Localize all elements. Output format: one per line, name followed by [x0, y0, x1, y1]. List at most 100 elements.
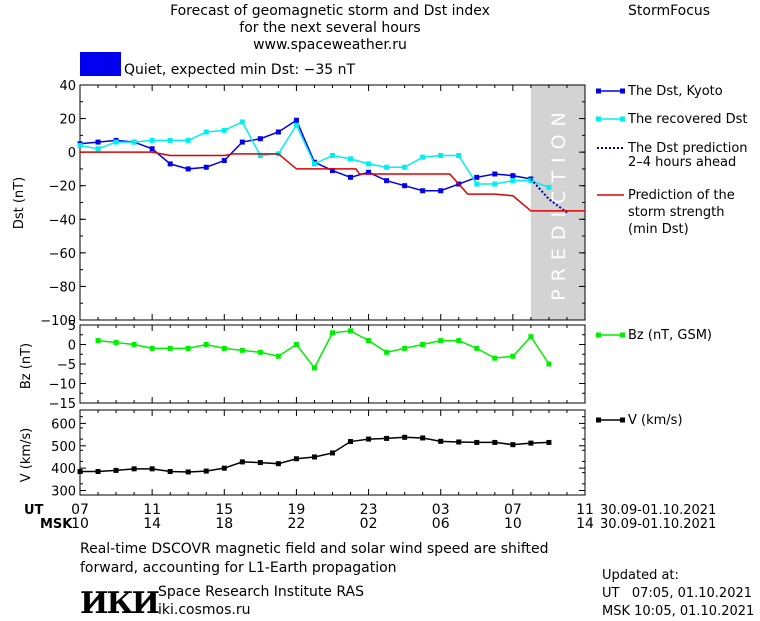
y-tick-label: 0 [68, 339, 76, 354]
data-point-v-km-s [510, 442, 516, 448]
footer-note-line2: forward, accounting for L1-Earth propaga… [80, 560, 397, 576]
legend-v-marker [620, 417, 625, 423]
data-point-the-recovered-dst [528, 178, 534, 184]
y-tick-label: −20 [49, 180, 76, 195]
msk-tick-label: 14 [576, 516, 594, 532]
chart-header: Forecast of geomagnetic storm and Dst in… [120, 3, 540, 54]
legend-v: V (km/s) [628, 413, 683, 428]
data-point-the-recovered-dst [384, 164, 390, 170]
legend-v-marker [596, 417, 601, 423]
series-line-prediction-of-the-storm-strength-min-dst [80, 151, 585, 212]
data-point-the-recovered-dst [257, 153, 263, 158]
data-point-the-dst-kyoto [239, 139, 245, 145]
y-tick-label: −10 [49, 378, 76, 393]
y-tick-label: 5 [68, 319, 76, 334]
data-point-v-km-s [420, 435, 426, 441]
ut-tick-label: 11 [143, 502, 161, 518]
series-line-the-dst-prediction-2-4-hours-ahead [530, 178, 568, 214]
ut-tick-label: 15 [215, 502, 233, 518]
bz-axis-label: Bz (nT) [19, 343, 34, 389]
date-range-msk: 30.09-01.10.2021 [600, 517, 716, 532]
v-axis-label: V (km/s) [19, 428, 34, 483]
data-point-the-dst-kyoto [492, 171, 498, 177]
data-point-v-km-s [293, 456, 299, 462]
data-point-the-recovered-dst [149, 137, 155, 143]
data-point-bz-nt-gsm [203, 342, 209, 347]
legend-strength-line1: Prediction of the [628, 188, 735, 203]
data-point-bz-nt-gsm [257, 349, 263, 355]
ut-tick-label: 19 [288, 502, 306, 518]
data-point-bz-nt-gsm [311, 365, 317, 371]
data-point-v-km-s [131, 466, 137, 472]
data-point-the-dst-kyoto [384, 178, 390, 184]
data-point-bz-nt-gsm [456, 338, 462, 344]
data-point-the-recovered-dst [131, 139, 137, 145]
data-point-the-dst-kyoto [257, 136, 263, 142]
legend-bz-marker [596, 332, 601, 338]
data-point-v-km-s [113, 467, 119, 473]
y-tick-label: 0 [68, 146, 76, 161]
data-point-the-dst-kyoto [510, 173, 516, 179]
data-point-the-dst-kyoto [167, 161, 173, 167]
legend-prediction-line2: 2–4 hours ahead [628, 155, 736, 170]
data-point-bz-nt-gsm [131, 342, 137, 347]
y-tick-label: 300 [51, 485, 76, 500]
data-point-v-km-s [311, 454, 317, 460]
data-point-v-km-s [239, 459, 245, 465]
source-url: www.spaceweather.ru [253, 37, 407, 53]
dst-panel-frame [79, 84, 586, 321]
iki-logo: ИКИ [80, 586, 160, 621]
data-point-bz-nt-gsm [167, 345, 173, 351]
data-point-v-km-s [402, 434, 408, 440]
data-point-the-dst-kyoto [95, 139, 101, 145]
data-point-the-dst-kyoto [420, 188, 426, 194]
data-point-the-recovered-dst [311, 161, 317, 167]
data-point-v-km-s [149, 466, 155, 472]
footer-note: Real-time DSCOVR magnetic field and sola… [80, 540, 600, 578]
y-tick-label: −80 [49, 280, 76, 295]
data-point-the-recovered-dst [546, 184, 552, 190]
data-point-bz-nt-gsm [528, 334, 534, 340]
data-point-v-km-s [275, 461, 281, 467]
data-point-bz-nt-gsm [384, 349, 390, 355]
data-point-v-km-s [528, 440, 534, 446]
ut-tick-label: 11 [576, 502, 594, 518]
data-point-the-recovered-dst [113, 139, 119, 145]
dst-axis-label: Dst (nT) [12, 177, 27, 229]
series-layer [77, 117, 585, 475]
y-tick-label: 20 [59, 113, 76, 128]
msk-tick-label: 18 [215, 516, 233, 532]
ut-tick-label: 07 [71, 502, 89, 518]
data-point-bz-nt-gsm [438, 338, 444, 344]
data-point-the-dst-kyoto [402, 183, 408, 189]
data-point-v-km-s [384, 435, 390, 441]
status-text: Quiet, expected min Dst: −35 nT [124, 62, 356, 78]
y-tick-label: −40 [49, 213, 76, 228]
data-point-the-recovered-dst [77, 142, 83, 148]
data-point-v-km-s [95, 469, 101, 475]
data-point-the-recovered-dst [203, 129, 209, 135]
data-point-the-dst-kyoto [149, 146, 155, 152]
data-point-the-recovered-dst [185, 137, 191, 143]
y-tick-label: −60 [49, 247, 76, 262]
data-point-the-recovered-dst [456, 153, 462, 158]
data-point-v-km-s [185, 469, 191, 475]
data-point-the-dst-kyoto [185, 166, 191, 172]
ut-tick-label: 07 [504, 502, 522, 518]
data-point-the-dst-kyoto [438, 188, 444, 194]
data-point-the-recovered-dst [239, 119, 245, 125]
data-point-bz-nt-gsm [221, 345, 227, 351]
data-point-bz-nt-gsm [474, 345, 480, 351]
data-point-the-dst-kyoto [293, 117, 299, 123]
y-tick-label: 500 [51, 440, 76, 455]
data-point-v-km-s [492, 439, 498, 445]
data-point-the-recovered-dst [492, 181, 498, 187]
institute-site[interactable]: iki.cosmos.ru [158, 602, 251, 618]
legend-dst-kyoto: The Dst, Kyoto [627, 84, 723, 99]
data-point-v-km-s [456, 439, 462, 445]
data-point-the-dst-kyoto [221, 158, 227, 164]
legend-bz: Bz (nT, GSM) [628, 328, 712, 343]
